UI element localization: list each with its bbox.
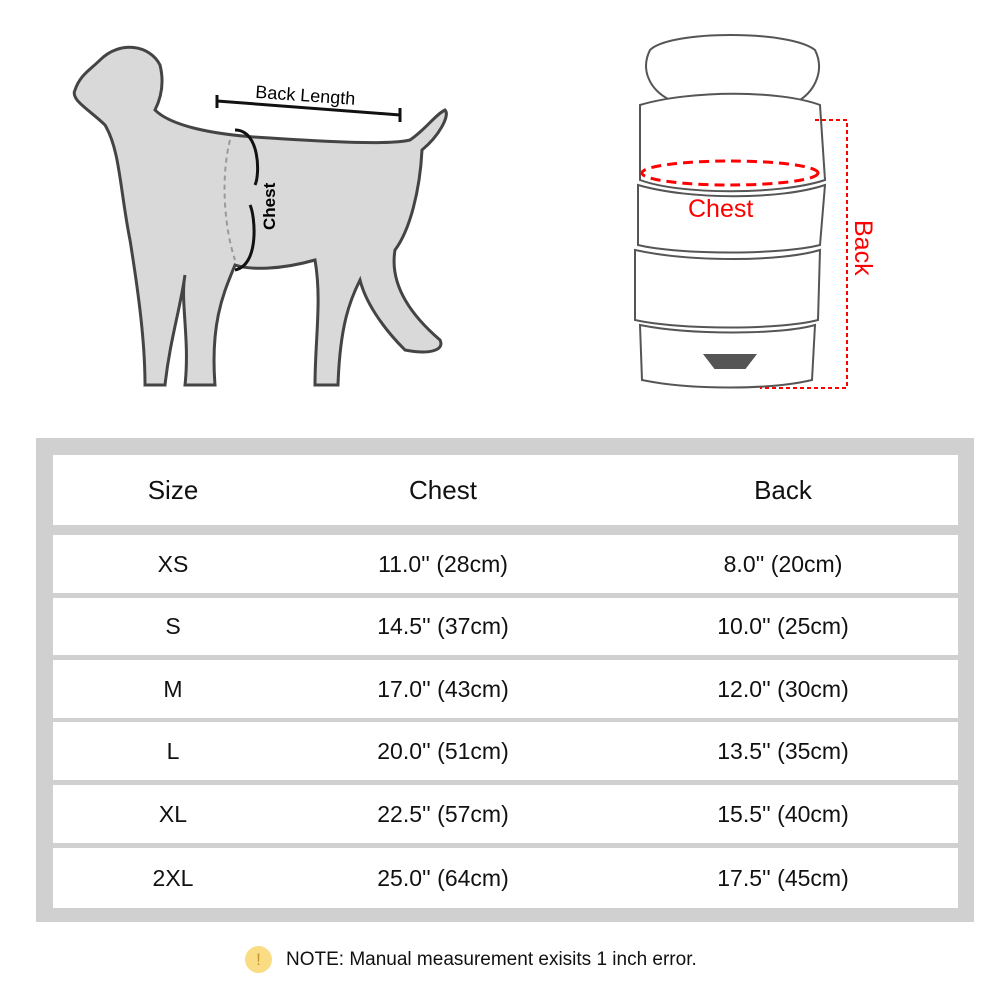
table-row: XL 22.5'' (57cm) 15.5'' (40cm) [53,785,958,843]
coat-measurement-diagram: Chest Back [634,34,877,389]
header-size: Size [147,474,199,505]
table-row: L 20.0'' (51cm) 13.5'' (35cm) [53,722,958,780]
back-cell: 13.5'' (35cm) [717,737,849,764]
chest-cell: 20.0'' (51cm) [377,737,509,764]
table-header: Size Chest Back [53,455,958,525]
coat-chest-label: Chest [688,195,753,223]
chest-cell: 17.0'' (43cm) [377,675,509,702]
back-length-bar [215,95,402,122]
coat-image [634,34,827,389]
chest-label: Chest [260,182,279,230]
size-cell: L [166,737,180,764]
chest-cell: 25.0'' (64cm) [377,864,509,891]
exclamation-icon: ! [245,946,272,973]
size-cell: S [165,613,181,639]
chest-arrow [234,128,260,272]
size-cell: 2XL [152,864,194,891]
table-row: 2XL 25.0'' (64cm) 17.5'' (45cm) [53,848,958,908]
back-cell: 15.5'' (40cm) [717,800,849,827]
table-row: XS 11.0'' (28cm) 8.0'' (20cm) [53,535,958,593]
back-cell: 8.0'' (20cm) [723,550,843,577]
size-cell: XL [158,800,188,827]
table-row: M 17.0'' (43cm) 12.0'' (30cm) [53,660,958,718]
chest-cell: 11.0'' (28cm) [378,550,508,577]
table-row: S 14.5'' (37cm) 10.0'' (25cm) [53,598,958,655]
back-cell: 10.0'' (25cm) [717,613,849,639]
back-cell: 12.0'' (30cm) [717,675,849,702]
measurement-note: ! NOTE: Manual measurement exisits 1 inc… [245,946,697,973]
back-cell: 17.5'' (45cm) [717,864,849,891]
header-back: Back [754,474,812,505]
coat-back-label: Back [849,220,877,276]
chest-cell: 22.5'' (57cm) [377,800,509,827]
back-bracket [760,119,848,389]
header-chest: Chest [409,474,477,505]
dog-measurement-diagram: Back Length Chest [72,45,448,387]
chest-dashed-ellipse [640,159,820,187]
chest-cell: 14.5'' (37cm) [377,613,509,639]
size-cell: M [163,675,183,702]
dog-silhouette [72,45,448,387]
size-cell: XS [157,550,189,577]
size-table: Size Chest Back XS 11.0'' (28cm) 8.0'' (… [36,438,974,922]
note-text: NOTE: Manual measurement exisits 1 inch … [286,948,697,970]
